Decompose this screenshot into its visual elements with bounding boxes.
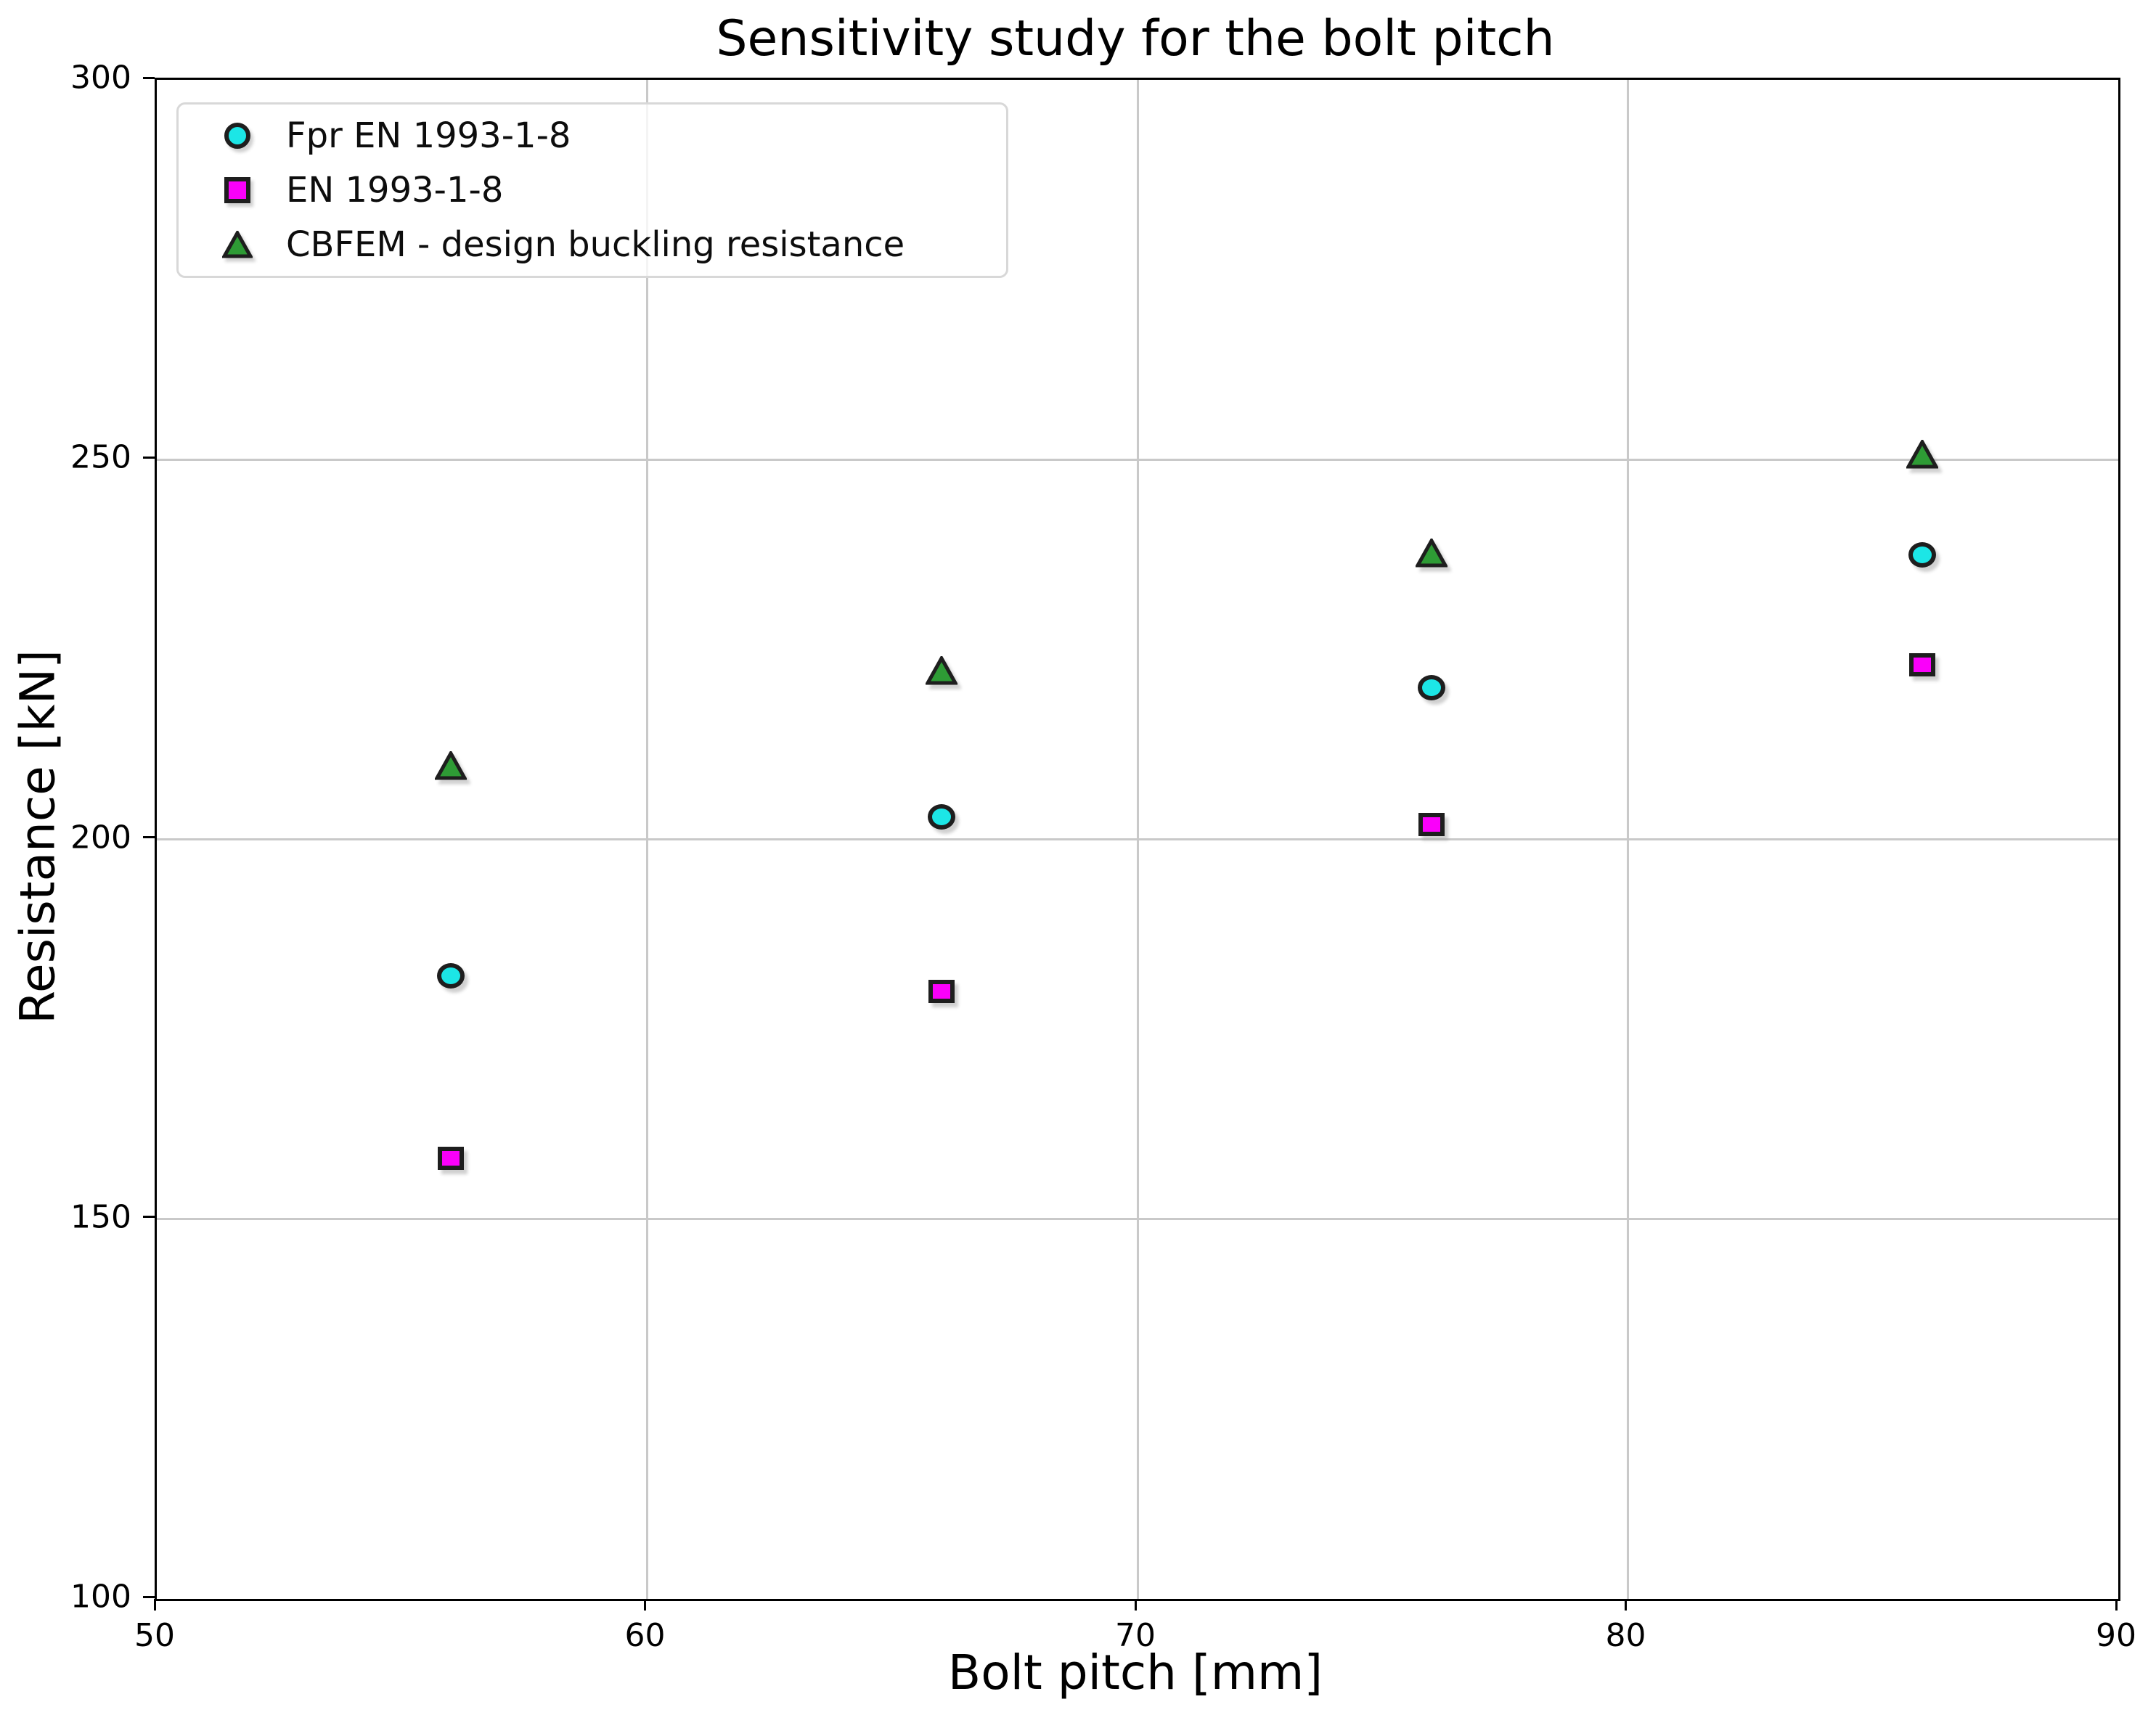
legend-circle-icon [221,123,254,150]
y-tick-mark-200 [143,836,155,838]
y-tick-label-150: 150 [70,1198,131,1236]
square-icon [224,176,250,203]
x-tick-mark-80 [1625,1599,1627,1611]
data-point-triangle-x56 [435,751,467,780]
data-point-triangle-x76 [1416,539,1448,568]
data-point-square-x86 [1908,652,1935,676]
data-point-circle-x66 [927,803,955,830]
data-point-circle-x76 [1418,674,1446,700]
data-point-circle-x86 [1908,541,1936,568]
legend-item: CBFEM - design buckling resistance [179,224,1006,265]
data-point-circle-x56 [437,963,465,989]
x-tick-mark-70 [1134,1599,1137,1611]
data-point-square-x56 [438,1147,465,1171]
y-tick-mark-300 [143,76,155,79]
legend-item: Fpr EN 1993-1-8 [179,115,1006,156]
x-tick-mark-90 [2115,1599,2118,1611]
legend-square-icon [221,176,254,203]
legend-item-label: CBFEM - design buckling resistance [286,224,905,265]
x-tick-label-70: 70 [1115,1617,1156,1654]
y-tick-label-100: 100 [70,1578,131,1616]
x-tick-mark-60 [644,1599,646,1611]
legend-triangle-icon [221,230,254,258]
circle-icon [224,123,250,150]
data-point-square-x66 [928,979,955,1003]
x-tick-label-90: 90 [2096,1617,2136,1654]
chart-title: Sensitivity study for the bolt pitch [716,10,1555,67]
x-tick-mark-50 [153,1599,156,1611]
gridline-y-200 [157,838,2118,840]
triangle-icon [222,230,253,258]
legend-item: EN 1993-1-8 [179,170,1006,210]
y-tick-mark-250 [143,456,155,459]
legend-item-label: Fpr EN 1993-1-8 [286,115,571,157]
x-axis-label: Bolt pitch [mm] [947,1645,1323,1701]
gridline-y-150 [157,1218,2118,1221]
data-point-triangle-x66 [925,656,957,685]
plot-area: Fpr EN 1993-1-8 EN 1993-1-8 CBFEM - desi… [155,78,2120,1601]
y-tick-label-250: 250 [70,438,131,476]
y-tick-label-300: 300 [70,59,131,97]
y-tick-mark-150 [143,1216,155,1219]
data-point-triangle-x86 [1906,440,1938,469]
y-tick-mark-100 [143,1595,155,1598]
x-tick-label-50: 50 [134,1617,175,1654]
x-tick-label-80: 80 [1605,1617,1646,1654]
y-tick-label-200: 200 [70,819,131,856]
legend: Fpr EN 1993-1-8 EN 1993-1-8 CBFEM - desi… [176,102,1008,278]
gridline-y-250 [157,458,2118,461]
data-point-square-x76 [1418,812,1445,836]
legend-item-label: EN 1993-1-8 [286,169,504,210]
x-tick-label-60: 60 [624,1617,666,1654]
